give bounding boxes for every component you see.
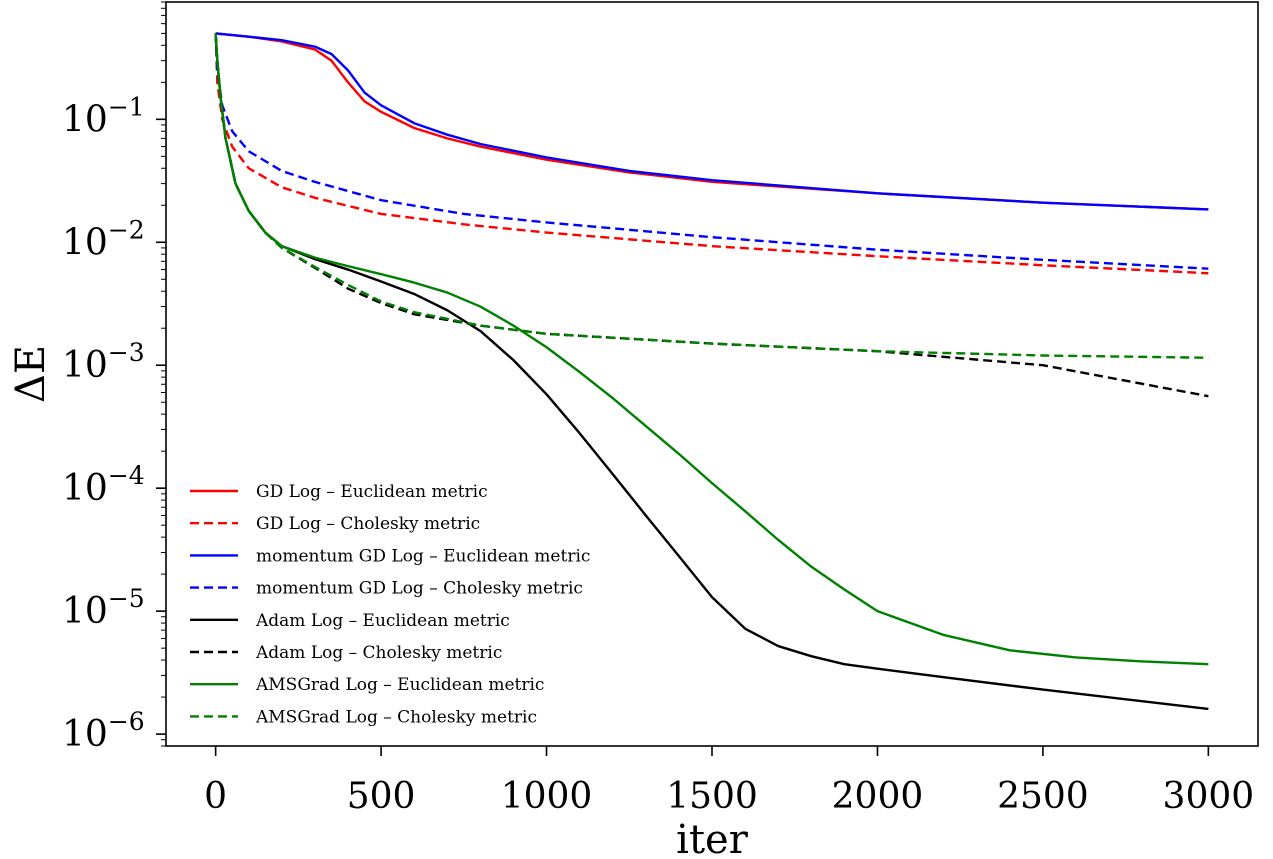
x-tick-label: 1500 [666,776,758,817]
series-line-0 [215,32,1209,211]
y-tick-label: 10−2 [62,215,145,263]
y-tick-label: 10−3 [62,338,145,386]
series-line-6 [214,33,1209,666]
y-tick-label: 10−5 [62,584,145,632]
legend-label-4: Adam Log – Euclidean metric [255,611,510,631]
legend-label-2: momentum GD Log – Euclidean metric [256,546,590,566]
y-tick-label: 10−6 [62,707,145,755]
x-tick-label: 2000 [832,776,924,817]
legend-label-3: momentum GD Log – Cholesky metric [256,579,583,599]
legend-label-1: GD Log – Cholesky metric [256,514,480,534]
x-tick-label: 0 [204,776,227,817]
legend: GD Log – Euclidean metric GD Log – Choles… [190,482,590,727]
legend-label-6: AMSGrad Log – Euclidean metric [255,675,544,695]
series-layer [214,32,1209,711]
x-tick-label: 1000 [501,776,593,817]
y-tick-label: 10−4 [62,461,145,509]
legend-label-5: Adam Log – Cholesky metric [255,643,502,663]
series-line-7 [214,33,1209,359]
legend-label-0: GD Log – Euclidean metric [256,482,488,502]
legend-label-7: AMSGrad Log – Cholesky metric [255,707,537,727]
x-axis-title: iter [676,817,749,859]
series-line-3 [214,33,1209,270]
plot-frame [165,1,1259,747]
x-tick-label: 500 [347,776,416,817]
y-tick-label: 10−1 [62,92,145,140]
x-axis: 0 500 1000 1500 2000 2500 3000 [204,746,1254,817]
x-tick-label: 2500 [997,776,1089,817]
x-tick-label: 3000 [1163,776,1255,817]
series-line-5 [214,33,1209,398]
series-line-4 [214,33,1209,711]
y-axis: 10−1 10−2 10−3 10−4 10−5 10−6 [62,1,166,755]
series-line-2 [215,32,1209,211]
y-axis-title: ΔE [8,345,54,403]
series-line-1 [214,33,1209,275]
